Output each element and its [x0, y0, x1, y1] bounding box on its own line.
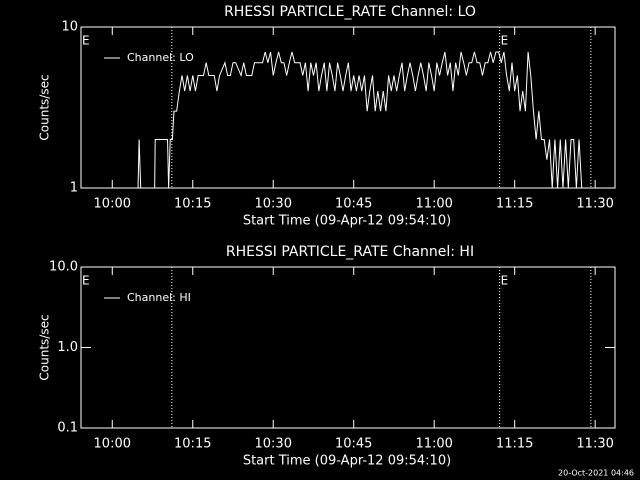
x-tick-label: 11:15: [496, 437, 533, 452]
legend-label: Channel: HI: [127, 291, 191, 304]
x-tick-label: 11:15: [496, 197, 533, 212]
plot-frame: [80, 26, 616, 189]
y-tick-label: 10: [61, 20, 78, 35]
x-tick-label: 10:00: [94, 437, 131, 452]
x-tick-label: 11:30: [576, 197, 613, 212]
x-axis-label: Start Time (09-Apr-12 09:54:10): [243, 454, 451, 469]
x-tick-label: 11:00: [415, 197, 452, 212]
x-tick-label: 10:45: [335, 197, 372, 212]
y-tick-label: 1: [70, 181, 78, 196]
x-tick-label: 10:15: [174, 197, 211, 212]
y-axis-label: Counts/sec: [38, 74, 52, 140]
footer: 20-Oct-2021 04:46: [558, 469, 634, 478]
data-line: [82, 51, 614, 189]
legend-label: Channel: LO: [127, 51, 194, 64]
event-label: E: [82, 34, 90, 48]
x-tick-label: 10:30: [255, 197, 292, 212]
y-tick-label: 1.0: [57, 340, 78, 355]
x-axis-label: Start Time (09-Apr-12 09:54:10): [243, 214, 451, 229]
event-label: E: [82, 274, 90, 288]
x-tick-label: 10:45: [335, 437, 372, 452]
x-tick-label: 10:30: [255, 437, 292, 452]
event-label: E: [501, 274, 509, 288]
chart-title: RHESSI PARTICLE_RATE Channel: LO: [224, 4, 476, 20]
x-tick-label: 11:00: [415, 437, 452, 452]
x-tick-label: 10:15: [174, 437, 211, 452]
y-tick-label: 10.0: [49, 260, 78, 275]
chart-title: RHESSI PARTICLE_RATE Channel: HI: [226, 244, 474, 260]
y-axis-label: Counts/sec: [38, 314, 52, 380]
x-tick-label: 11:30: [576, 437, 613, 452]
y-tick-label: 0.1: [57, 421, 78, 436]
event-label: E: [501, 34, 509, 48]
x-tick-label: 10:00: [94, 197, 131, 212]
